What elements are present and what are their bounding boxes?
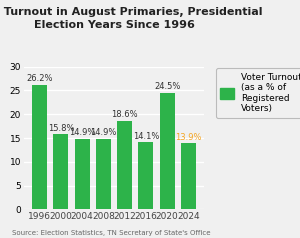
- Bar: [32, 85, 47, 209]
- Bar: [181, 143, 196, 209]
- Text: Voter Turnout in August Primaries, Presidential
Election Years Since 1996: Voter Turnout in August Primaries, Presi…: [0, 7, 262, 30]
- Text: 14.1%: 14.1%: [133, 132, 159, 141]
- Text: 18.6%: 18.6%: [111, 110, 138, 119]
- Text: 13.9%: 13.9%: [175, 133, 202, 142]
- Bar: [138, 142, 153, 209]
- Text: 24.5%: 24.5%: [154, 82, 180, 91]
- Text: Source: Election Statistics, TN Secretary of State's Office: Source: Election Statistics, TN Secretar…: [12, 230, 211, 236]
- Text: 26.2%: 26.2%: [26, 74, 53, 83]
- Text: 14.9%: 14.9%: [69, 128, 95, 137]
- Bar: [75, 139, 90, 209]
- Legend: Voter Turnout
(as a % of
Registered
Voters): Voter Turnout (as a % of Registered Vote…: [216, 68, 300, 118]
- Bar: [96, 139, 111, 209]
- Bar: [117, 121, 132, 209]
- Bar: [53, 134, 68, 209]
- Text: 15.8%: 15.8%: [48, 124, 74, 133]
- Bar: [160, 93, 175, 209]
- Text: 14.9%: 14.9%: [90, 128, 117, 137]
